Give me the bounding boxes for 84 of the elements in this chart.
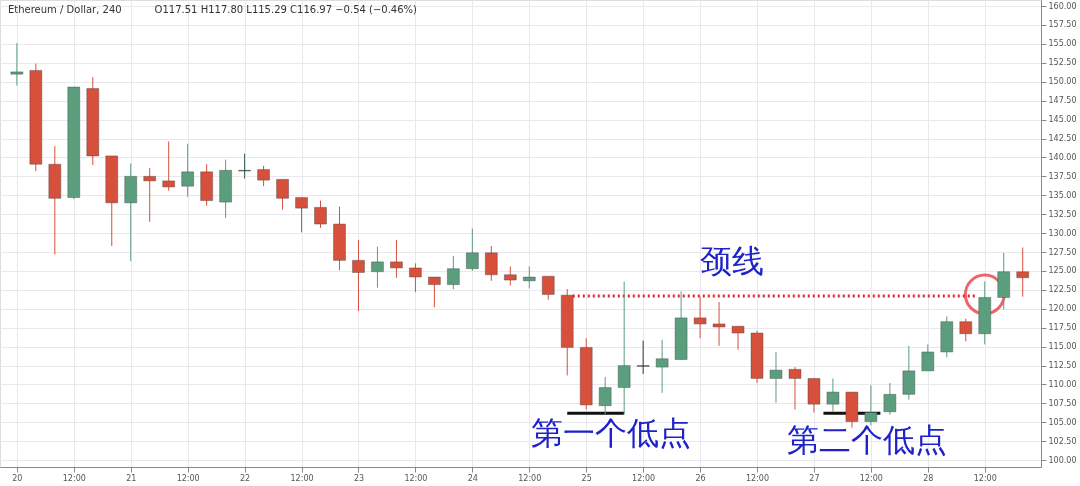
x-tick-label: 27 (809, 473, 820, 483)
x-tick-label: 20 (12, 473, 23, 483)
candlestick (181, 143, 194, 198)
x-tick-label: 12:00 (62, 473, 86, 483)
candlestick (238, 153, 251, 180)
candlestick (409, 262, 422, 293)
candlestick (788, 366, 802, 410)
y-tick-label: 102.50 (1048, 436, 1077, 446)
candlestick (295, 197, 308, 233)
x-tick-label: 12:00 (404, 473, 428, 483)
x-tick-label: 25 (581, 473, 592, 483)
y-tick-label: 127.50 (1048, 247, 1077, 257)
y-tick-label: 147.50 (1048, 96, 1077, 106)
y-tick-label: 105.00 (1048, 417, 1077, 427)
annotation: 第一个低点 (531, 414, 692, 453)
annotation: 第二个低点 (787, 421, 948, 460)
candlestick (731, 325, 745, 351)
candlestick (276, 178, 289, 211)
candlestick (883, 382, 897, 416)
y-tick-label: 107.50 (1048, 398, 1077, 408)
candlestick (617, 281, 631, 415)
chart-title: Ethereum / Dollar, 240 (8, 4, 122, 15)
x-tick-label: 12:00 (745, 473, 770, 483)
x-tick-label: 26 (695, 473, 706, 483)
y-tick-label: 155.00 (1048, 39, 1077, 49)
y-tick-label: 150.00 (1048, 77, 1077, 87)
candlestick (959, 318, 972, 342)
y-tick-label: 152.50 (1048, 58, 1077, 68)
candlestick (352, 239, 365, 312)
candlestick (485, 245, 498, 282)
candlestick (428, 276, 441, 308)
candlestick (636, 340, 650, 375)
y-tick-label: 112.50 (1048, 361, 1077, 371)
candlestick (598, 376, 612, 415)
candlestick (466, 228, 479, 272)
candlestick (504, 265, 517, 286)
y-tick-label: 135.00 (1048, 190, 1077, 200)
candlestick (447, 255, 460, 290)
candlestick (314, 200, 327, 229)
candlestick (1016, 247, 1029, 298)
y-tick-label: 115.00 (1048, 342, 1077, 352)
x-tick-label: 12:00 (973, 473, 997, 483)
y-tick-label: 100.00 (1048, 455, 1077, 465)
candlestick (523, 265, 536, 289)
annotation: 颈线 (699, 242, 764, 280)
candlestick (921, 343, 935, 372)
candlestick (162, 141, 175, 192)
x-tick-label: 24 (467, 473, 478, 483)
x-tick-label: 22 (240, 473, 251, 483)
candlestick (542, 275, 555, 301)
annotation: O117.51 H117.80 L115.29 C116.97 −0.54 (−0.46%) (154, 4, 418, 15)
x-tick-label: 21 (126, 473, 137, 483)
x-tick-label: 28 (923, 473, 934, 483)
candlestick (826, 377, 840, 413)
candlestick (655, 339, 669, 394)
candlestick (864, 384, 878, 426)
candlestick (143, 167, 156, 223)
y-tick-label: 142.50 (1048, 134, 1077, 144)
x-tick-label: 23 (353, 473, 365, 483)
x-tick-label: 12:00 (632, 473, 656, 483)
x-tick-label: 12:00 (518, 473, 542, 483)
candlestick (10, 42, 24, 87)
y-tick-label: 130.00 (1048, 228, 1077, 238)
candlestick (712, 301, 726, 347)
candlestick (769, 351, 783, 404)
y-tick-label: 140.00 (1048, 152, 1077, 162)
y-tick-label: 110.00 (1048, 380, 1077, 389)
candlestick (257, 165, 270, 187)
y-tick-label: 122.50 (1048, 285, 1077, 295)
candlestick (390, 239, 403, 279)
y-tick-label: 145.00 (1048, 115, 1077, 125)
candlestick (693, 296, 707, 339)
candlestick (902, 345, 916, 401)
x-tick-label: 12:00 (176, 473, 200, 483)
candlestick (371, 246, 384, 289)
y-tick-label: 160.00 (1048, 1, 1077, 11)
y-tick-label: 137.50 (1048, 171, 1077, 181)
y-tick-label: 125.00 (1048, 266, 1077, 276)
y-tick-label: 120.00 (1048, 304, 1077, 314)
x-tick-label: 12:00 (290, 473, 314, 483)
x-tick-label: 12:00 (859, 473, 883, 483)
y-tick-label: 117.50 (1048, 323, 1077, 333)
y-tick-label: 132.50 (1048, 209, 1077, 219)
y-tick-label: 157.50 (1048, 20, 1077, 30)
